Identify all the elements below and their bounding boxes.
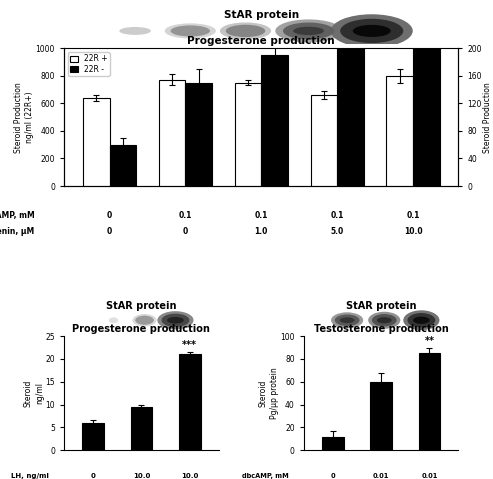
Ellipse shape <box>340 318 354 323</box>
Ellipse shape <box>119 27 151 35</box>
Ellipse shape <box>403 310 439 330</box>
Text: 0.1: 0.1 <box>406 211 420 220</box>
Bar <box>82 423 104 450</box>
Text: 0.1: 0.1 <box>179 211 192 220</box>
Text: 0.1: 0.1 <box>254 211 268 220</box>
Text: dbcAMP, mM: dbcAMP, mM <box>242 473 288 479</box>
Text: 0.01: 0.01 <box>422 473 438 479</box>
Bar <box>159 80 185 186</box>
Text: 0: 0 <box>107 228 112 236</box>
Text: LH, ng/ml: LH, ng/ml <box>11 473 49 479</box>
Y-axis label: Steroid
Pg/μp protein: Steroid Pg/μp protein <box>259 367 279 419</box>
Bar <box>370 382 392 450</box>
Bar <box>83 98 109 186</box>
Bar <box>387 76 413 186</box>
Ellipse shape <box>167 317 184 323</box>
Text: 0.01: 0.01 <box>373 473 389 479</box>
Text: StAR protein: StAR protein <box>106 301 176 311</box>
Text: Apigenin, μM: Apigenin, μM <box>0 228 35 236</box>
Ellipse shape <box>165 23 216 38</box>
Bar <box>109 145 136 186</box>
Text: 10.0: 10.0 <box>404 228 423 236</box>
Bar <box>419 353 440 450</box>
Bar <box>131 407 152 450</box>
Ellipse shape <box>340 19 403 43</box>
Text: 0: 0 <box>183 228 188 236</box>
Ellipse shape <box>377 317 391 323</box>
Text: dbcAMP, mM: dbcAMP, mM <box>0 211 35 220</box>
Bar <box>311 95 337 186</box>
Y-axis label: Steroid
ng/ml: Steroid ng/ml <box>24 379 44 407</box>
Ellipse shape <box>135 316 154 325</box>
Ellipse shape <box>114 25 156 36</box>
Text: 10.0: 10.0 <box>133 473 150 479</box>
Text: 0.1: 0.1 <box>330 211 344 220</box>
Ellipse shape <box>353 25 390 37</box>
Ellipse shape <box>109 318 118 323</box>
Bar <box>413 0 440 186</box>
Y-axis label: Steroid Production
ng/ml (22R+): Steroid Production ng/ml (22R+) <box>14 82 35 152</box>
Ellipse shape <box>293 27 324 35</box>
Bar <box>179 354 201 450</box>
Ellipse shape <box>226 25 265 37</box>
Ellipse shape <box>335 315 359 326</box>
Text: StAR protein: StAR protein <box>224 10 299 20</box>
Ellipse shape <box>372 314 397 326</box>
Ellipse shape <box>413 317 430 324</box>
Ellipse shape <box>157 311 194 329</box>
Text: 0: 0 <box>91 473 96 479</box>
Legend: 22R +, 22R -: 22R +, 22R - <box>68 52 110 76</box>
Ellipse shape <box>162 314 189 327</box>
Ellipse shape <box>407 313 435 328</box>
Text: ***: *** <box>182 340 197 350</box>
Y-axis label: Steroid Production
ng/ml (22R-): Steroid Production ng/ml (22R-) <box>484 82 493 152</box>
Ellipse shape <box>133 314 157 327</box>
Ellipse shape <box>331 14 413 47</box>
Ellipse shape <box>331 312 363 328</box>
Ellipse shape <box>368 312 400 329</box>
Text: StAR protein: StAR protein <box>346 301 417 311</box>
Text: 5.0: 5.0 <box>330 228 344 236</box>
Text: 0: 0 <box>330 473 335 479</box>
Text: **: ** <box>424 336 434 346</box>
Text: 0: 0 <box>107 211 112 220</box>
Ellipse shape <box>275 20 342 43</box>
Ellipse shape <box>171 25 210 36</box>
Ellipse shape <box>107 316 120 324</box>
Bar <box>337 0 364 186</box>
Title: Testosterone production: Testosterone production <box>314 324 449 334</box>
Text: 1.0: 1.0 <box>254 228 268 236</box>
Text: 10.0: 10.0 <box>181 473 199 479</box>
Bar <box>235 83 261 186</box>
Bar <box>185 83 212 186</box>
Bar <box>322 436 344 450</box>
Ellipse shape <box>283 23 334 39</box>
Bar <box>261 55 288 186</box>
Title: Progesterone production: Progesterone production <box>187 36 335 46</box>
Ellipse shape <box>220 23 271 39</box>
Title: Progesterone production: Progesterone production <box>72 324 211 334</box>
